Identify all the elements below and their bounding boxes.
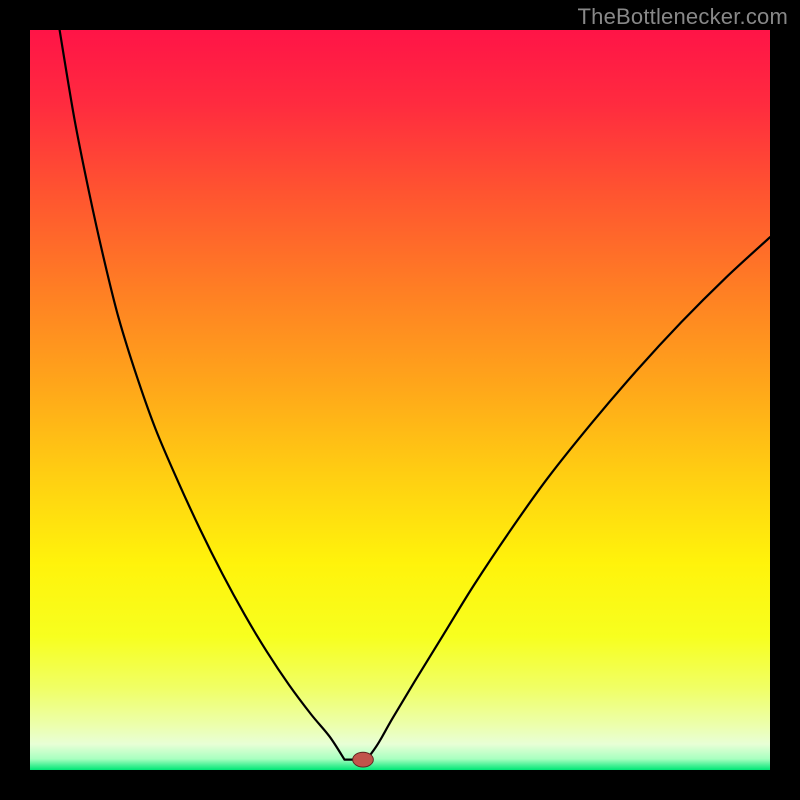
optimum-marker: [353, 752, 374, 767]
watermark-label: TheBottlenecker.com: [578, 4, 788, 30]
chart-stage: TheBottlenecker.com: [0, 0, 800, 800]
plot-area: [30, 30, 770, 770]
gradient-background: [30, 30, 770, 770]
